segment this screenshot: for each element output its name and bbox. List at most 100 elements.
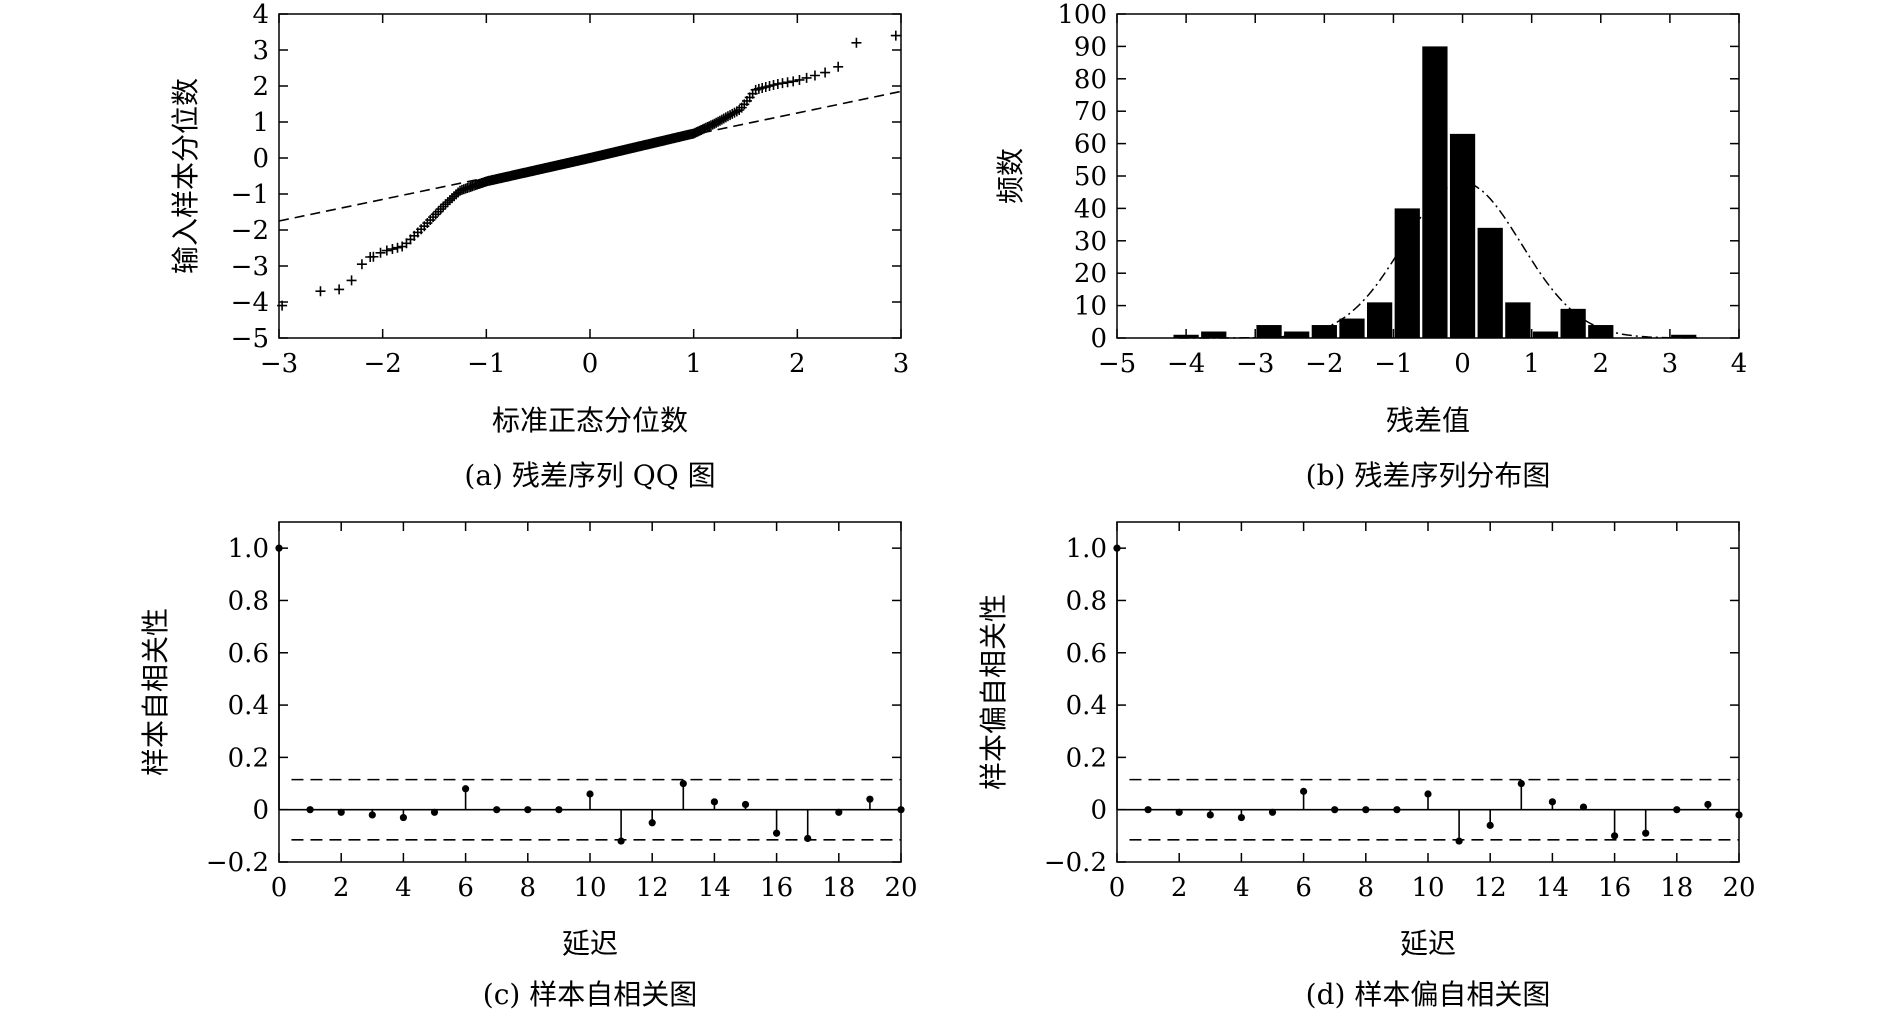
histogram-bar [1339, 318, 1365, 338]
x-tick-label: 20 [1722, 873, 1755, 903]
x-tick-label: 10 [573, 873, 606, 903]
qq-point [851, 37, 862, 48]
stem-marker [1455, 837, 1463, 845]
x-tick-label: 1 [1523, 349, 1540, 379]
qq-point [387, 244, 398, 255]
stem-marker [1206, 811, 1214, 819]
x-tick-label: 3 [893, 349, 910, 379]
y-tick-label: 0.6 [228, 639, 269, 669]
y-tick-label: 40 [1074, 194, 1107, 224]
stem-marker [1300, 787, 1308, 795]
stem-marker [275, 544, 283, 552]
plot-marks [1173, 46, 1698, 339]
y-axis-label: 输入样本分位数 [169, 78, 202, 274]
x-tick-label: 8 [520, 873, 537, 903]
qq-point [734, 105, 745, 116]
plot-marks [1113, 544, 1743, 845]
histogram-bar [1173, 334, 1199, 338]
stem-marker [1704, 800, 1712, 809]
qq-point [356, 259, 367, 270]
stem-marker [306, 806, 314, 814]
x-tick-label: 8 [1358, 873, 1375, 903]
stem-marker [1424, 790, 1432, 798]
stem-marker [1237, 813, 1245, 822]
x-tick-label: 2 [333, 873, 350, 903]
histogram-bar [1560, 308, 1586, 338]
y-tick-label: 70 [1074, 97, 1107, 127]
y-tick-label: 90 [1074, 32, 1107, 62]
stem-marker [1673, 806, 1681, 814]
x-tick-label: 18 [822, 873, 855, 903]
x-tick-label: 16 [1598, 873, 1631, 903]
stem-marker [1362, 806, 1370, 814]
x-tick-label: 14 [1536, 873, 1569, 903]
stem-marker [648, 819, 656, 827]
qq-point [788, 76, 799, 87]
stem-marker [835, 808, 843, 816]
qq-point [777, 78, 788, 89]
x-tick-label: −3 [260, 349, 298, 379]
y-axis-label: 频数 [994, 148, 1027, 204]
x-tick-label: 4 [1233, 873, 1250, 903]
stem-marker [1579, 803, 1588, 811]
stem-marker [679, 779, 687, 788]
y-tick-label: 1 [252, 108, 269, 138]
y-tick-label: 0.2 [1066, 743, 1107, 773]
y-tick-label: 1.0 [1066, 534, 1107, 564]
y-tick-label: 0.4 [228, 691, 269, 721]
histogram-bar [1477, 227, 1503, 338]
x-tick-label: −2 [364, 349, 402, 379]
y-tick-label: 50 [1074, 162, 1107, 192]
qq-point [346, 275, 357, 286]
axis-ticks: 0 2 4 6 8 10 12 14 16 18 20−0.200.20.40.60.81.0 [206, 522, 918, 903]
y-axis-label: 样本自相关性 [139, 608, 172, 776]
stem-marker [1144, 806, 1152, 814]
qq-point [809, 70, 820, 81]
y-tick-label: 60 [1074, 130, 1107, 160]
stem-marker [897, 806, 905, 814]
stem-marker [493, 806, 501, 814]
x-tick-label: −4 [1167, 349, 1205, 379]
y-tick-label: 0 [252, 144, 269, 174]
y-tick-label: −4 [231, 288, 269, 318]
y-tick-label: 0 [1090, 324, 1107, 354]
x-tick-label: 16 [760, 873, 793, 903]
plot-frame [278, 13, 902, 339]
histogram-bar [1505, 302, 1531, 338]
y-tick-label: 20 [1074, 259, 1107, 289]
histogram-bar [1449, 133, 1476, 338]
histogram-bar [1256, 325, 1282, 338]
qq-point [890, 30, 901, 41]
qq-point [277, 300, 288, 311]
histogram-bar [1394, 208, 1420, 338]
qq-point [801, 72, 812, 83]
x-tick-label: 6 [1295, 873, 1312, 903]
x-tick-label: 4 [395, 873, 412, 903]
qq-point [334, 284, 345, 295]
qq-point [772, 78, 783, 89]
y-tick-label: 2 [252, 72, 269, 102]
stem-marker [1268, 808, 1277, 816]
stem-marker [617, 837, 625, 845]
x-tick-label: 0 [582, 349, 599, 379]
stem-marker [462, 785, 470, 793]
x-tick-label: 6 [457, 873, 474, 903]
y-tick-label: 0.8 [1066, 586, 1107, 616]
stem-marker [337, 808, 345, 816]
x-tick-label: −1 [467, 349, 505, 379]
axis-ticks: −3 −2 −1 0 1 2 3 −5 −4 −3 −2 −1 0 1 2 3 4 [231, 0, 910, 379]
panel-caption: (b) 残差序列分布图 [1306, 459, 1551, 492]
histogram-bar [1367, 302, 1393, 338]
qq-point [720, 112, 731, 123]
y-tick-label: 0.4 [1066, 691, 1107, 721]
histogram-bar [1532, 331, 1559, 338]
y-tick-label: 1.0 [228, 534, 269, 564]
qq-point [833, 61, 844, 72]
panel-caption: (d) 样本偏自相关图 [1306, 978, 1551, 1011]
qq-point [725, 110, 736, 121]
y-tick-label: 0.8 [228, 586, 269, 616]
qq-point [433, 206, 444, 217]
stem-marker [555, 806, 563, 814]
